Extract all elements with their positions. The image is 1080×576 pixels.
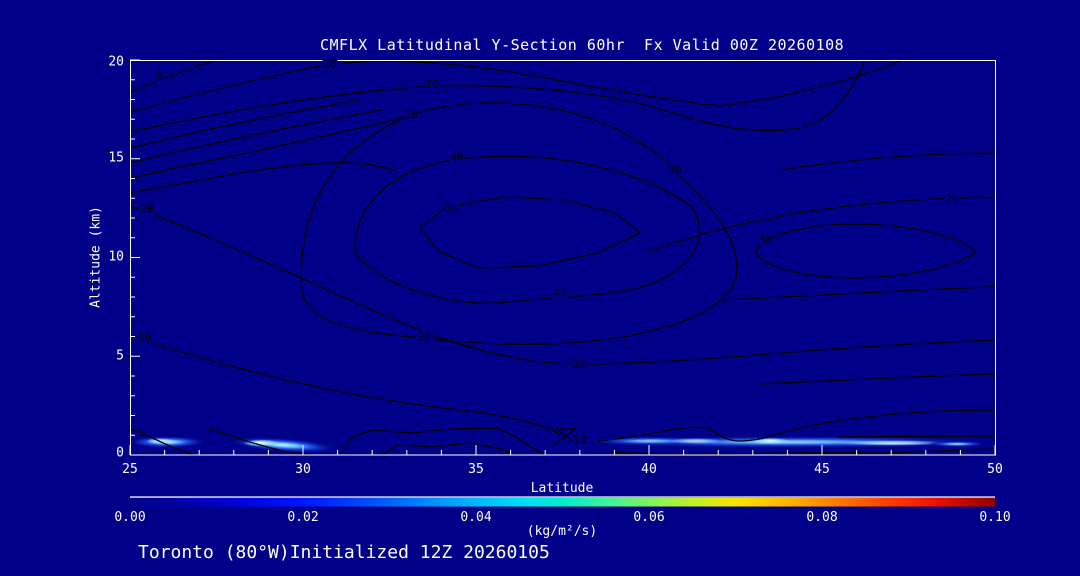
chart-title: CMFLX Latitudinal Y-Section 60hr Fx Vali… [320,36,845,54]
x-tick-label: 25 [122,462,138,477]
contour-label: 10 [322,57,338,71]
colorbar-units-label: (kg/m²/s) [526,524,598,539]
x-tick-label: 35 [468,462,484,477]
y-tick-label: 15 [108,150,124,166]
contour-line [130,162,399,194]
contour-line [647,196,995,253]
x-tick-label: 40 [641,462,657,477]
contour-label: 20 [572,357,588,371]
y-tick-label: 10 [108,249,124,265]
contour-line [759,373,995,385]
contour-line [207,427,313,455]
colorbar-gradient [130,498,995,507]
contour-line [354,155,701,304]
axis-ticks [129,59,996,456]
contour-line [719,286,995,301]
x-tick-label: 30 [295,462,311,477]
x-axis-label: Latitude [530,481,594,496]
x-tick-label: 50 [987,462,1003,477]
contour-label: 0 [155,69,165,83]
contour-line [130,109,383,164]
colorbar-tick-label: 0.08 [806,510,838,525]
contour-label: 10 [137,331,153,345]
contour-label: 50 [444,202,460,216]
contour-line [339,427,546,455]
contour-line [130,115,410,179]
y-tick-label: 5 [116,348,124,364]
run-info-footer: Toronto (80°W)Initialized 12Z 20260105 [138,542,550,563]
colorbar-tick-label: 0.04 [460,510,492,525]
y-tick-label: 20 [108,54,124,70]
contour-line [130,60,903,113]
surface-flux-shading [130,436,995,453]
surface-flux-blob [228,437,338,453]
contour-line [130,61,865,133]
contour-line [551,428,580,447]
contour-label: 30 [416,330,432,344]
contour-label: 20 [139,202,155,216]
contour-label: 0 [137,426,147,440]
contour-line [130,99,361,149]
contour-label: 10 [572,433,588,447]
plot-frame [130,60,996,456]
y-axis-label: Altitude (km) [88,206,104,308]
contour-line [130,205,995,365]
surface-flux-core [750,437,790,445]
colorbar-top-line [130,496,995,498]
x-tick-label: 45 [814,462,830,477]
surface-flux-core [243,439,279,447]
contour-line [597,409,995,442]
contour-line [130,60,216,93]
contour-label: 30 [757,233,773,247]
contour-line [754,223,977,279]
contour-label: 40 [449,150,465,164]
y-tick-label: 0 [116,445,124,461]
contour-line [419,196,641,269]
contour-line [381,442,515,455]
contour-line [611,448,995,455]
contour-line [779,152,995,171]
colorbar-tick-label: 0.00 [114,510,146,525]
contour-line [837,435,995,438]
contour-label: 30 [667,163,683,177]
colorbar-tick-label: 0.06 [633,510,665,525]
surface-flux-core [669,438,721,444]
surface-flux-blob [927,441,987,447]
contour-line [130,335,561,437]
surface-flux-core [841,440,945,446]
contour-label: 20 [424,77,440,91]
colorbar-tick-label: 0.10 [979,510,1011,525]
contour-lines [130,60,995,455]
contour-label: 30 [403,108,419,122]
contour-label: 40 [552,286,568,300]
contour-label: 20 [944,192,960,206]
colorbar-tick-label: 0.02 [287,510,319,525]
